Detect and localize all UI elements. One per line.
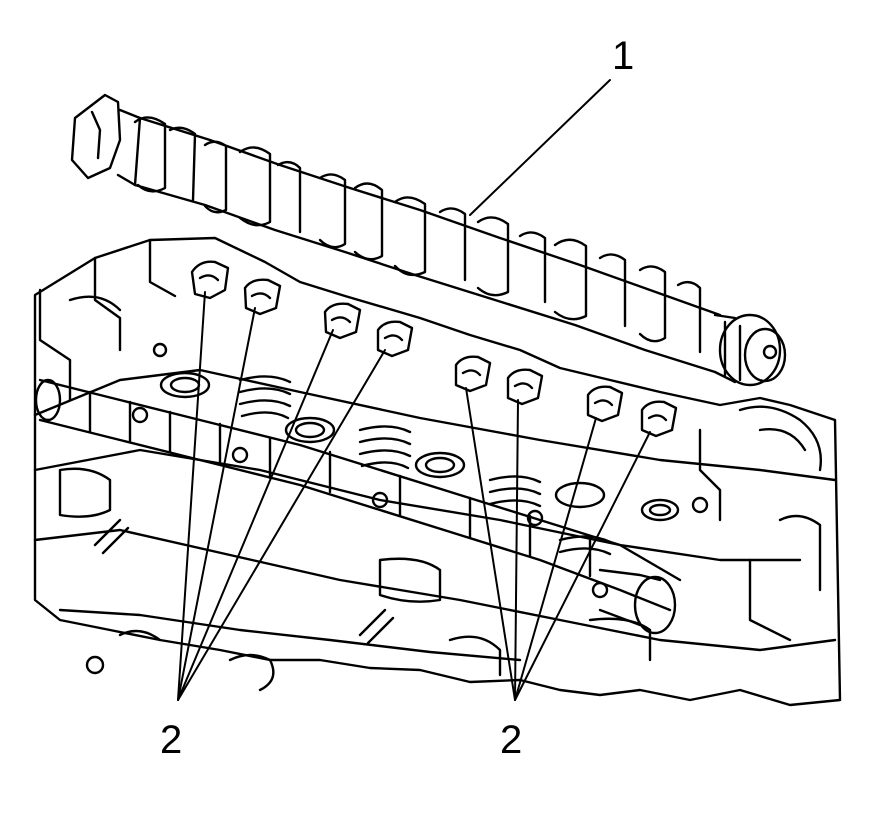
leader-line-rocker-1 [177,291,206,701]
leader-line-camshaft [469,79,611,216]
callout-rocker-arms-left: 2 [160,718,183,762]
callout-rocker-arms-right: 2 [500,718,523,762]
leader-line-rocker-2 [177,307,256,701]
leader-line-rocker-3 [177,329,334,701]
leader-line-rocker-7 [514,417,597,701]
callout-camshaft: 1 [612,34,635,78]
rocker-arms [190,260,678,438]
leader-lines [177,79,651,701]
leader-line-rocker-4 [177,349,386,701]
leader-line-rocker-6 [514,399,519,701]
leader-line-rocker-5 [465,387,516,701]
leader-line-rocker-8 [514,431,651,701]
camshaft [70,93,787,387]
cylinder-head [33,236,842,707]
